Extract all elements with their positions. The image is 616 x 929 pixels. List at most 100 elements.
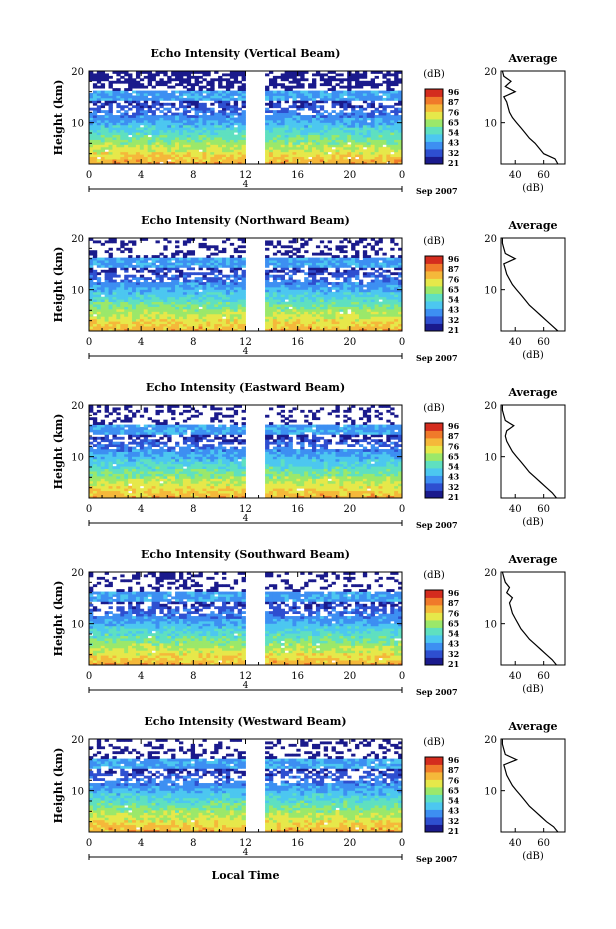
heatmap-cell <box>292 119 297 123</box>
heatmap-cell <box>96 461 102 465</box>
heatmap-cell <box>374 294 379 298</box>
heatmap-cell <box>284 279 289 283</box>
heatmap-cell <box>143 144 149 148</box>
heatmap-cell <box>347 277 352 281</box>
heatmap-cell <box>351 299 356 303</box>
heatmap-cell <box>100 439 106 443</box>
heatmap-cell <box>351 75 356 79</box>
heatmap-cell <box>124 294 129 298</box>
heatmap-cell <box>374 95 379 99</box>
heatmap-cell <box>366 149 372 153</box>
heatmap-cell <box>327 124 332 128</box>
heatmap-cell <box>198 262 203 266</box>
heatmap-cell <box>382 137 387 140</box>
heatmap-cell <box>347 139 352 143</box>
heatmap-cell <box>233 78 239 82</box>
heatmap-cell <box>182 122 188 126</box>
heatmap-cell <box>358 240 364 244</box>
heatmap-cell <box>319 284 325 288</box>
heatmap-cell <box>112 154 117 158</box>
heatmap-cell <box>374 161 379 165</box>
heatmap-cell <box>308 93 313 96</box>
heatmap-cell <box>229 85 235 89</box>
heatmap-cell <box>194 311 199 315</box>
heatmap-cell <box>210 291 215 295</box>
heatmap-cell <box>225 80 231 84</box>
heatmap-cell <box>112 284 117 288</box>
heatmap-cell <box>351 282 356 285</box>
heatmap-cell <box>151 144 156 148</box>
heatmap-cell <box>210 304 215 307</box>
heatmap-cell <box>171 264 176 268</box>
heatmap-cell <box>394 306 399 310</box>
heatmap-cell <box>382 279 387 283</box>
heatmap-cell <box>89 480 94 484</box>
colorbar-swatch <box>425 271 443 279</box>
heatmap-cell <box>155 267 160 271</box>
heatmap-cell <box>163 247 168 251</box>
heatmap-cell <box>355 286 360 290</box>
heatmap-cell <box>229 326 235 329</box>
heatmap-cell <box>335 255 340 258</box>
heatmap-cell <box>108 313 113 317</box>
heatmap-cell <box>394 318 399 322</box>
heatmap-cell <box>398 316 403 320</box>
heatmap-cell <box>100 436 106 440</box>
heatmap-cell <box>135 313 141 317</box>
heatmap-cell <box>147 311 152 315</box>
heatmap-cell <box>116 141 121 145</box>
heatmap-cell <box>288 313 293 317</box>
heatmap-cell <box>323 80 329 84</box>
heatmap-cell <box>370 132 376 136</box>
heatmap-cell <box>355 154 360 158</box>
heatmap-cell <box>323 304 329 307</box>
heatmap-cell <box>358 264 364 268</box>
heatmap-cell <box>292 308 297 312</box>
heatmap-cell <box>190 85 196 89</box>
heatmap-cell <box>362 311 368 315</box>
heatmap-cell <box>284 262 289 266</box>
heatmap-cell <box>327 154 332 158</box>
heatmap-cell <box>358 282 364 285</box>
heatmap-cell <box>268 274 274 278</box>
heatmap-cell <box>335 328 340 332</box>
heatmap-cell <box>167 282 172 285</box>
heatmap-cell <box>394 294 399 298</box>
heatmap-cell <box>100 257 106 261</box>
heatmap-cell <box>104 446 109 450</box>
heatmap-cell <box>210 80 215 84</box>
heatmap-cell <box>225 139 231 143</box>
heatmap-cell <box>272 127 278 131</box>
heatmap-cell <box>186 83 192 87</box>
heatmap-cell <box>100 105 106 109</box>
heatmap-cell <box>312 78 317 82</box>
heatmap-cell <box>116 301 121 305</box>
heatmap-cell <box>139 291 145 295</box>
heatmap-cell <box>358 95 364 99</box>
heatmap-cell <box>218 282 223 285</box>
heatmap-cell <box>335 139 340 143</box>
heatmap-cell <box>343 308 348 312</box>
heatmap-cell <box>315 134 321 138</box>
heatmap-cell <box>335 291 340 295</box>
heatmap-cell <box>135 151 141 155</box>
heatmap-cell <box>92 78 98 82</box>
heatmap-cell <box>370 134 376 138</box>
heatmap-cell <box>163 122 168 126</box>
colorbar-swatch <box>425 156 443 165</box>
heatmap-cell <box>92 252 98 256</box>
heatmap-cell <box>378 318 383 322</box>
heatmap-cell <box>233 154 239 158</box>
heatmap-cell <box>124 119 129 123</box>
heatmap-cell <box>112 291 117 295</box>
heatmap-cell <box>182 146 188 150</box>
heatmap-cell <box>92 115 98 118</box>
heatmap-cell <box>265 323 270 327</box>
heatmap-cell <box>378 117 383 121</box>
heatmap-cell <box>218 151 223 155</box>
heatmap-cell <box>143 161 149 165</box>
heatmap-cell <box>394 132 399 136</box>
heatmap-cell <box>355 257 360 261</box>
heatmap-cell <box>323 284 329 288</box>
heatmap-cell <box>167 97 172 101</box>
